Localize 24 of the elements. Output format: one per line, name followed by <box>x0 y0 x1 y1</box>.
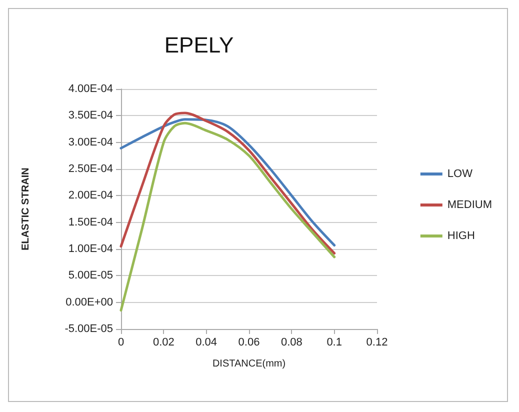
legend-label: HIGH <box>447 230 475 242</box>
legend-label: LOW <box>447 168 474 180</box>
line-series <box>120 122 336 312</box>
x-tick-label: 0.12 <box>366 336 388 348</box>
y-tick-label: 3.50E-04 <box>68 110 113 122</box>
y-tick-label: 5.00E-05 <box>68 270 113 282</box>
y-tick-label: 2.00E-04 <box>68 190 113 202</box>
y-tick-label: 1.50E-04 <box>68 216 113 228</box>
x-tick-label: 0.06 <box>238 336 260 348</box>
y-tick-label: 2.50E-04 <box>68 163 113 175</box>
y-tick-label: 3.00E-04 <box>68 136 113 148</box>
x-axis-title: DISTANCE(mm) <box>212 358 286 370</box>
x-tick-label: 0.1 <box>326 336 342 348</box>
x-tick-label: 0.08 <box>280 336 302 348</box>
y-tick-label: 4.00E-04 <box>68 83 113 95</box>
x-tick-label: 0 <box>118 336 124 348</box>
x-tick-label: 0.04 <box>196 336 218 348</box>
y-tick-label: 1.00E-04 <box>68 243 113 255</box>
y-tick-label: 0.00E+00 <box>66 296 113 308</box>
chart-title: EPELY <box>164 32 234 58</box>
x-tick-label: 0.02 <box>152 336 174 348</box>
legend-label: MEDIUM <box>447 199 492 211</box>
y-axis-title: ELASTIC STRAIN <box>20 168 32 250</box>
y-tick-label: -5.00E-05 <box>64 323 113 335</box>
